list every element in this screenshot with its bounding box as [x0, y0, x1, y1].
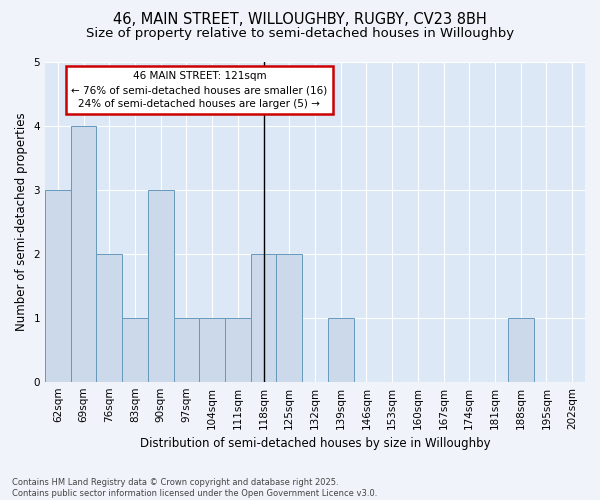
- Bar: [277, 254, 302, 382]
- Text: Size of property relative to semi-detached houses in Willoughby: Size of property relative to semi-detach…: [86, 28, 514, 40]
- Bar: [173, 318, 199, 382]
- Bar: [508, 318, 533, 382]
- Bar: [148, 190, 173, 382]
- Bar: [97, 254, 122, 382]
- Bar: [45, 190, 71, 382]
- Bar: [199, 318, 225, 382]
- Bar: [71, 126, 97, 382]
- Text: Contains HM Land Registry data © Crown copyright and database right 2025.
Contai: Contains HM Land Registry data © Crown c…: [12, 478, 377, 498]
- Bar: [225, 318, 251, 382]
- X-axis label: Distribution of semi-detached houses by size in Willoughby: Distribution of semi-detached houses by …: [140, 437, 490, 450]
- Y-axis label: Number of semi-detached properties: Number of semi-detached properties: [15, 112, 28, 331]
- Bar: [328, 318, 353, 382]
- Text: 46 MAIN STREET: 121sqm
← 76% of semi-detached houses are smaller (16)
24% of sem: 46 MAIN STREET: 121sqm ← 76% of semi-det…: [71, 71, 328, 109]
- Text: 46, MAIN STREET, WILLOUGHBY, RUGBY, CV23 8BH: 46, MAIN STREET, WILLOUGHBY, RUGBY, CV23…: [113, 12, 487, 28]
- Bar: [122, 318, 148, 382]
- Bar: [251, 254, 277, 382]
